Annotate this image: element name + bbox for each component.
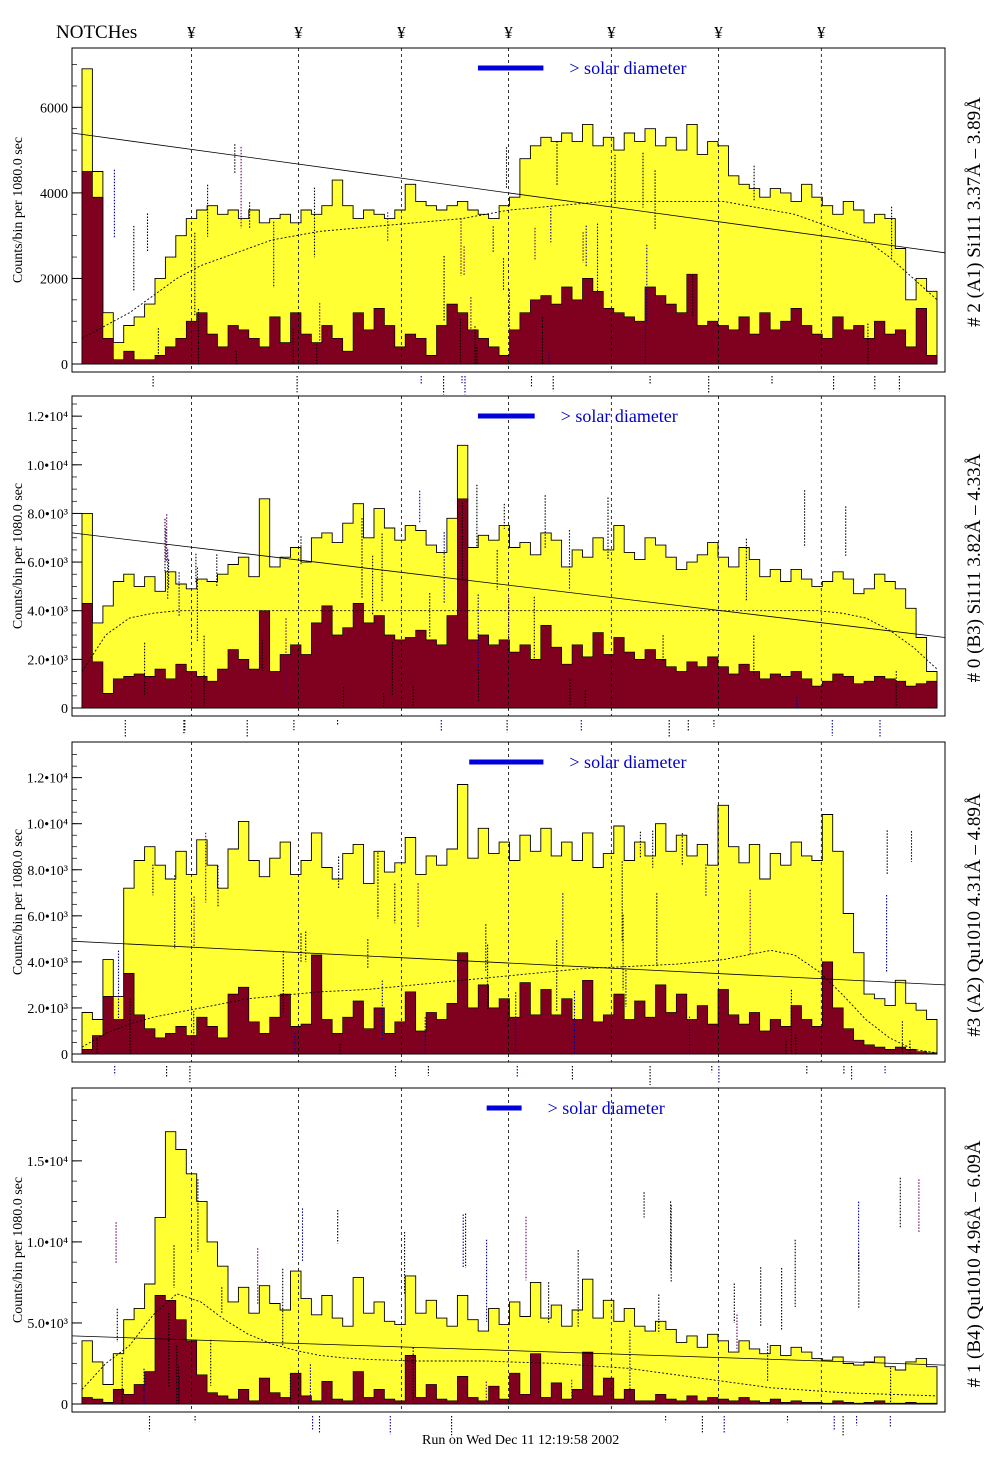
y-tick-label: 6.0•10³: [27, 910, 68, 925]
y-tick-label: 1.2•10⁴: [27, 772, 68, 787]
notch-symbol: ¥: [294, 23, 303, 42]
panel-1: 0 2000 4000 6000 Counts/bin per 1080.0 sec # …: [11, 47, 985, 395]
line-marks: [96, 830, 913, 1085]
histogram-total-series: [81, 68, 938, 365]
y-tick-label: 2.0•10³: [27, 653, 68, 668]
y-tick-label: 1.5•10⁴: [27, 1155, 68, 1170]
y-tick-label: 0: [61, 702, 68, 717]
notch-symbol: ¥: [817, 23, 826, 42]
panels: 0 2000 4000 6000 Counts/bin per 1080.0 sec # …: [11, 47, 985, 1436]
notch-symbol: ¥: [714, 23, 723, 42]
y-tick-label: 0: [61, 358, 68, 373]
notch-symbol: ¥: [607, 23, 616, 42]
y-tick-label: 6.0•10³: [27, 556, 68, 571]
trend-line: [71, 940, 946, 986]
notch-symbol: ¥: [397, 23, 406, 42]
y-axis-label: Counts/bin per 1080.0 sec: [11, 137, 26, 283]
histogram-subset-series: [81, 952, 938, 1055]
y-tick-label: 8.0•10³: [27, 864, 68, 879]
solar-diameter-label: > solar diameter: [569, 752, 686, 772]
solar-diameter-label: > solar diameter: [548, 1098, 665, 1118]
trend-line: [71, 532, 946, 638]
model-curve: [81, 610, 938, 672]
y-tick-label: 8.0•10³: [27, 507, 68, 522]
y-tick-label: 5.0•10³: [27, 1317, 68, 1332]
model-curve: [81, 200, 938, 339]
panel-label: #3 (A2) Qu1010 4.31Å – 4.89Å: [964, 793, 985, 1037]
panel-2: 0 2.0•10³ 4.0•10³ 6.0•10³ 8.0•10³ 1.0•10⁴ 1.2•…: [11, 395, 985, 738]
model-curve: [81, 949, 938, 1054]
run-timestamp: Run on Wed Dec 11 12:19:58 2002: [422, 1433, 619, 1448]
y-tick-label: 4.0•10³: [27, 605, 68, 620]
histogram-total-series: [81, 784, 938, 1055]
y-axis-label: Counts/bin per 1080.0 sec: [11, 829, 26, 975]
y-axis-label: Counts/bin per 1080.0 sec: [11, 1177, 26, 1323]
y-tick-label: 1.2•10⁴: [27, 410, 68, 425]
notch-symbol-row: ¥ ¥ ¥ ¥ ¥ ¥ ¥: [187, 23, 826, 42]
y-tick-label: 1.0•10⁴: [27, 818, 68, 833]
histogram-subset-series: [81, 498, 938, 709]
histogram-total-series: [81, 1131, 938, 1405]
y-tick-label: 0: [61, 1398, 68, 1413]
y-tick-label: 1.0•10⁴: [27, 1236, 68, 1251]
y-tick-label: 4.0•10³: [27, 956, 68, 971]
panel-label: # 1 (B4) Qu1010 4.96Å – 6.09Å: [964, 1140, 985, 1387]
histogram-subset-series: [81, 171, 938, 365]
y-tick-label: 0: [61, 1048, 68, 1063]
y-tick-label: 1.0•10⁴: [27, 459, 68, 474]
panel-3: 0 2.0•10³ 4.0•10³ 6.0•10³ 8.0•10³ 1.0•10⁴ 1.2•…: [11, 741, 985, 1085]
line-marks: [113, 141, 900, 395]
solar-diameter-label: > solar diameter: [569, 58, 686, 78]
notch-symbol: ¥: [187, 23, 196, 42]
y-tick-label: 2000: [40, 272, 68, 287]
notches-label: NOTCHes: [56, 22, 137, 43]
histogram-subset-series: [81, 1295, 938, 1405]
model-curve: [81, 1293, 938, 1397]
y-axis-label: Counts/bin per 1080.0 sec: [11, 483, 26, 629]
y-tick-label: 6000: [40, 101, 68, 116]
panel-label: # 2 (A1) Si111 3.37Å – 3.89Å: [964, 97, 985, 327]
trend-line: [71, 1335, 946, 1366]
panel-label: # 0 (B3) Si111 3.82Å – 4.33Å: [964, 453, 985, 682]
y-tick-label: 2.0•10³: [27, 1002, 68, 1017]
y-tick-label: 4000: [40, 187, 68, 202]
solar-diameter-label: > solar diameter: [561, 406, 678, 426]
histogram-total-series: [81, 444, 938, 709]
line-marks: [115, 1177, 920, 1436]
line-marks: [124, 484, 897, 738]
notch-symbol: ¥: [504, 23, 513, 42]
